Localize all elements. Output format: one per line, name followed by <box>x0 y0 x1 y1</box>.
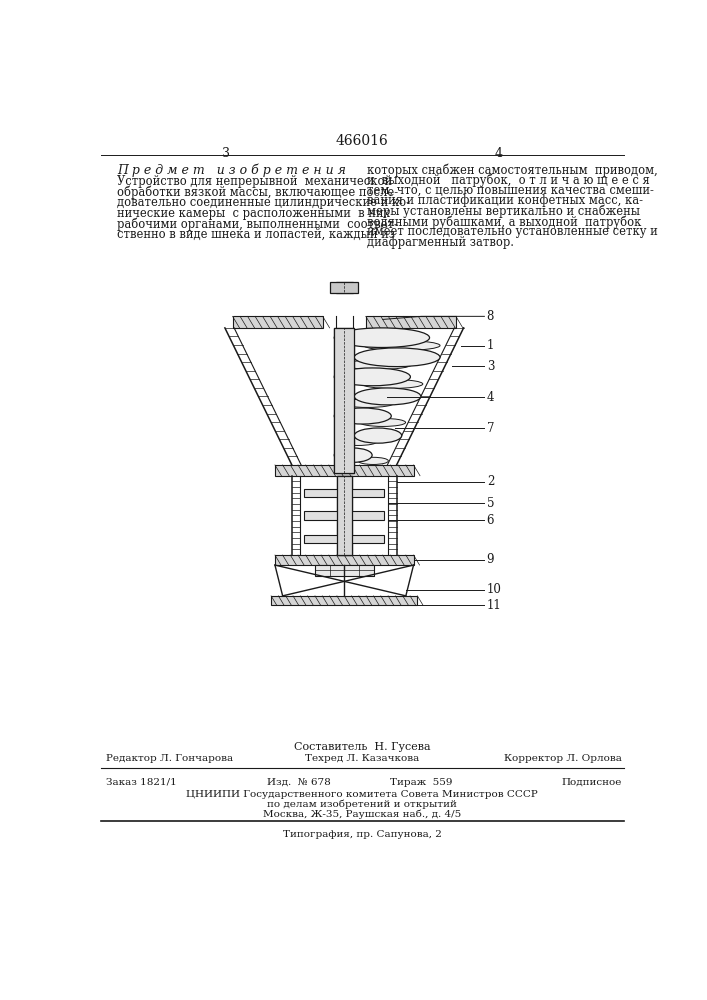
Text: меры установлены вертикально и снабжены: меры установлены вертикально и снабжены <box>368 205 641 218</box>
Text: 3: 3 <box>486 360 494 373</box>
Bar <box>315 565 373 576</box>
Text: нические камеры  с расположенными  в них: нические камеры с расположенными в них <box>117 207 390 220</box>
Text: по делам изобретений и открытий: по делам изобретений и открытий <box>267 800 457 809</box>
Ellipse shape <box>341 399 395 407</box>
Text: 6: 6 <box>486 514 494 527</box>
Ellipse shape <box>343 360 411 369</box>
Text: Техред Л. Казачкова: Техред Л. Казачкова <box>305 754 419 763</box>
Text: Редактор Л. Гончарова: Редактор Л. Гончарова <box>105 754 233 763</box>
Ellipse shape <box>334 408 391 424</box>
Text: П р е д м е т   и з о б р е т е н и я: П р е д м е т и з о б р е т е н и я <box>117 163 346 177</box>
Text: Составитель  Н. Гусева: Составитель Н. Гусева <box>293 742 431 752</box>
Text: 7: 7 <box>486 422 494 434</box>
Text: вания и пластификации конфетных масс, ка-: вания и пластификации конфетных масс, ка… <box>368 194 643 207</box>
Text: 2: 2 <box>486 475 494 488</box>
Ellipse shape <box>334 368 410 386</box>
Bar <box>337 476 352 555</box>
Bar <box>271 596 417 605</box>
Text: Изд.  № 678: Изд. № 678 <box>267 778 331 787</box>
Text: 3: 3 <box>222 147 230 160</box>
Text: Тираж  559: Тираж 559 <box>390 778 453 787</box>
Text: имеет последовательно установленные сетку и: имеет последовательно установленные сетк… <box>368 225 658 238</box>
Text: Корректор Л. Орлова: Корректор Л. Орлова <box>503 754 621 763</box>
Ellipse shape <box>354 388 421 405</box>
Text: тем, что, с целью повышения качества смеши-: тем, что, с целью повышения качества сме… <box>368 184 654 197</box>
Text: Устройство для непрерывной  механической: Устройство для непрерывной механической <box>117 175 392 188</box>
Text: 8: 8 <box>486 310 494 323</box>
Text: водяными рубашками, а выходной  патрубок: водяными рубашками, а выходной патрубок <box>368 215 642 229</box>
Bar <box>233 316 322 328</box>
Ellipse shape <box>334 328 430 347</box>
Text: 4: 4 <box>486 391 494 404</box>
Text: 5: 5 <box>486 497 494 510</box>
Ellipse shape <box>358 457 388 464</box>
Text: Типография, пр. Сапунова, 2: Типография, пр. Сапунова, 2 <box>283 830 441 839</box>
Bar <box>304 511 385 520</box>
Text: 10: 10 <box>486 583 501 596</box>
Text: довательно соединенные цилиндрические и ко-: довательно соединенные цилиндрические и … <box>117 196 410 209</box>
Text: ственно в виде шнека и лопастей, каждый из: ственно в виде шнека и лопастей, каждый … <box>117 227 395 240</box>
Text: 11: 11 <box>486 599 501 612</box>
Text: Заказ 1821/1: Заказ 1821/1 <box>105 778 176 787</box>
Text: 4: 4 <box>494 147 502 160</box>
Bar <box>366 316 456 328</box>
Text: диафрагменный затвор.: диафрагменный затвор. <box>368 236 515 249</box>
Text: ЦНИИПИ Государственного комитета Совета Министров СССР: ЦНИИПИ Государственного комитета Совета … <box>186 790 538 799</box>
Bar <box>330 282 358 293</box>
Text: Москва, Ж-35, Раушская наб., д. 4/5: Москва, Ж-35, Раушская наб., д. 4/5 <box>263 810 461 819</box>
Text: Подписное: Подписное <box>561 778 621 787</box>
Bar <box>334 328 354 473</box>
Bar <box>304 535 385 543</box>
Text: обработки вязкой массы, включающее после-: обработки вязкой массы, включающее после… <box>117 186 398 199</box>
Bar <box>337 476 352 555</box>
Bar <box>304 489 385 497</box>
Ellipse shape <box>360 418 406 426</box>
Text: 9: 9 <box>486 553 494 566</box>
Text: 466016: 466016 <box>336 134 388 148</box>
Bar <box>336 282 353 293</box>
Ellipse shape <box>354 428 402 443</box>
Ellipse shape <box>334 448 372 462</box>
Bar <box>275 465 414 476</box>
Text: 1: 1 <box>486 339 494 352</box>
Text: рабочими органами, выполненными  соответ-: рабочими органами, выполненными соответ- <box>117 217 398 231</box>
Ellipse shape <box>339 438 377 445</box>
Bar <box>334 328 354 473</box>
Bar <box>275 555 414 565</box>
Text: и  выходной   патрубок,  о т л и ч а ю щ е е с я: и выходной патрубок, о т л и ч а ю щ е е… <box>368 174 650 187</box>
Ellipse shape <box>354 348 440 367</box>
Text: которых снабжен самостоятельным  приводом,: которых снабжен самостоятельным приводом… <box>368 163 658 177</box>
Ellipse shape <box>362 380 423 388</box>
Ellipse shape <box>364 341 440 350</box>
